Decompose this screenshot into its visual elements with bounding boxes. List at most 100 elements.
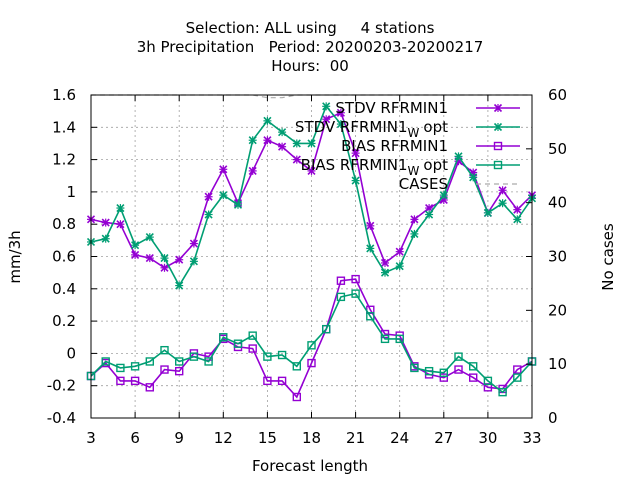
series-3 — [86, 274, 537, 402]
y-tick-label: 1.4 — [52, 118, 76, 136]
legend-label: STDV RFRMIN1 — [335, 99, 448, 117]
series-line — [90, 292, 533, 394]
data-point — [263, 116, 272, 125]
y-tick-label: 1 — [66, 183, 76, 201]
legend-item-1: STDV RFRMIN1 — [335, 99, 520, 117]
data-point — [277, 376, 287, 386]
data-point — [292, 362, 301, 371]
data-point — [189, 352, 199, 361]
y-tick-label: 1.2 — [52, 151, 76, 169]
data-point — [351, 289, 360, 298]
data-point — [307, 358, 316, 368]
data-point — [116, 220, 125, 229]
data-point — [263, 352, 272, 361]
data-point — [131, 241, 140, 250]
series-line — [90, 278, 533, 399]
data-point — [395, 262, 404, 271]
data-point — [145, 357, 155, 366]
x-tick-label: 24 — [390, 429, 409, 447]
data-point — [116, 363, 125, 373]
x-axis-label: Forecast length — [252, 457, 368, 475]
data-point — [219, 165, 228, 174]
legend-item-4: BIAS RFRMIN1W opt — [301, 156, 520, 178]
data-point — [322, 324, 331, 334]
y2-tick-label: 50 — [548, 140, 567, 158]
data-point — [366, 221, 375, 230]
data-point — [160, 365, 169, 374]
y2-tick-label: 60 — [548, 86, 567, 104]
data-point — [366, 312, 375, 321]
legend-label: STDV RFRMIN1W opt — [295, 118, 448, 140]
data-point — [145, 233, 154, 242]
grid — [91, 95, 532, 418]
legend-item-5: CASES — [399, 175, 520, 193]
y2-tick-label: 30 — [548, 248, 567, 266]
y2-tick-label: 40 — [548, 194, 567, 212]
data-point — [219, 333, 228, 342]
data-point — [292, 155, 301, 164]
y-tick-label: 0.2 — [52, 312, 76, 330]
data-point — [174, 366, 184, 376]
x-tick-label: 30 — [478, 429, 497, 447]
y2-tick-label: 10 — [548, 355, 567, 373]
data-point — [307, 139, 316, 148]
data-point — [130, 376, 140, 386]
data-point — [160, 263, 169, 272]
series-group — [86, 94, 537, 402]
series-4 — [86, 289, 537, 397]
data-point — [189, 239, 198, 248]
data-point — [351, 274, 360, 284]
data-point — [336, 120, 345, 129]
data-point — [131, 250, 140, 259]
data-point — [439, 368, 448, 377]
data-point — [204, 210, 213, 219]
data-point — [351, 149, 360, 158]
y-tick-label: 0.6 — [52, 248, 76, 266]
data-point — [175, 281, 184, 290]
data-point — [277, 350, 287, 360]
data-point — [263, 136, 272, 145]
data-point — [307, 166, 316, 175]
x-tick-label: 15 — [258, 429, 277, 447]
x-tick-label: 21 — [346, 429, 365, 447]
x-tick-label: 18 — [302, 429, 321, 447]
data-point — [160, 345, 169, 355]
data-point — [175, 255, 184, 264]
data-point — [248, 136, 257, 145]
data-point — [292, 139, 301, 148]
data-point — [513, 365, 522, 374]
data-point — [351, 176, 360, 185]
data-point — [439, 373, 448, 382]
x-tick-label: 6 — [130, 429, 140, 447]
data-point — [454, 352, 463, 361]
data-point — [248, 344, 257, 353]
data-point — [483, 208, 492, 217]
data-point — [410, 363, 419, 373]
y-tick-label: -0.4 — [47, 409, 76, 427]
data-point — [174, 357, 184, 366]
y-tick-label: 0.4 — [52, 280, 76, 298]
data-point — [204, 357, 213, 366]
data-point — [263, 376, 272, 386]
title-line-1: Selection: ALL using 4 stations — [186, 19, 435, 37]
data-point — [160, 254, 169, 263]
data-point — [424, 366, 434, 376]
legend-marker — [493, 160, 503, 170]
axes: 3 6 9 12 15 18 21 24 27 30 33 -0.4 -0.2 0 0.2 0.4 0.6 0.8… — [47, 86, 567, 447]
data-point — [469, 173, 478, 182]
x-tick-label: 9 — [174, 429, 184, 447]
data-point — [395, 334, 404, 344]
data-point — [189, 257, 198, 266]
x-tick-label: 12 — [214, 429, 233, 447]
data-point — [278, 142, 287, 151]
legend-label: CASES — [399, 175, 448, 193]
data-point — [145, 254, 154, 263]
data-point — [513, 205, 522, 214]
data-point — [336, 108, 345, 117]
data-point — [292, 392, 301, 402]
legend-item-3: BIAS RFRMIN1 — [341, 137, 520, 155]
data-point — [454, 152, 463, 161]
